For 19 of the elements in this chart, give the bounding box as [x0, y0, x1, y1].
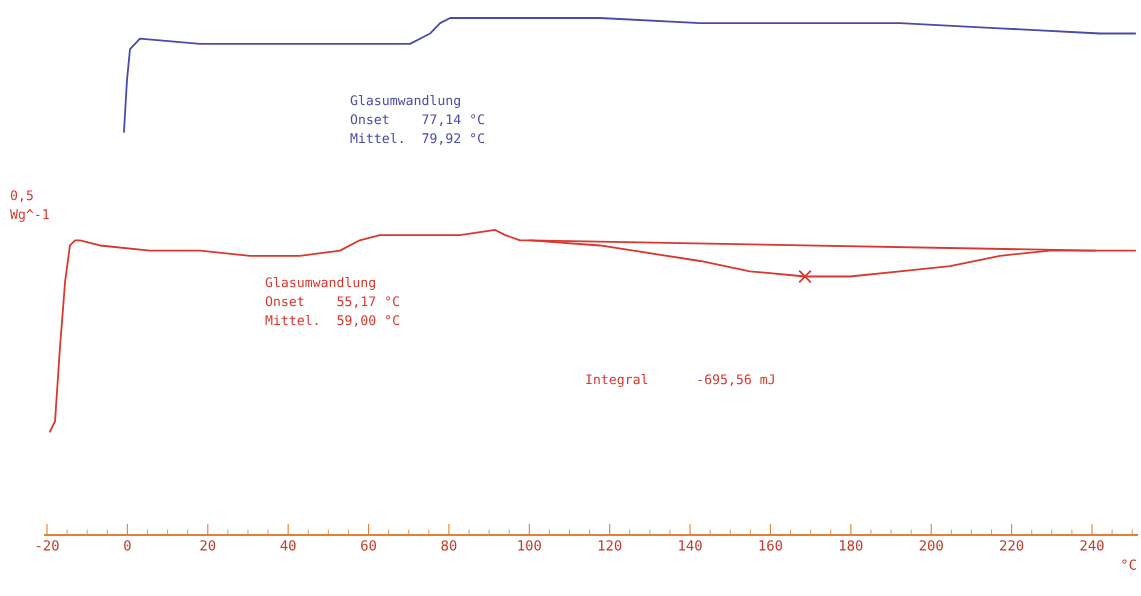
annotation: Integral -695,56 mJ [586, 374, 774, 387]
x-tick-label: 60 [361, 540, 376, 551]
x-tick-label: 160 [759, 540, 783, 551]
x-axis-title: °C [1122, 559, 1136, 570]
annotation: Glasumwandlung Onset 77,14 °C Mittel. 79,92 °C [350, 95, 485, 145]
x-tick-label: 120 [598, 540, 622, 551]
x-tick-label: 100 [518, 540, 541, 551]
x-tick-label: 40 [280, 540, 296, 551]
annotation: Glasumwandlung Onset 55,17 °C Mittel. 59,00 °C [265, 277, 400, 327]
x-tick-label: 180 [839, 540, 863, 551]
x-tick-label: -20 [36, 540, 59, 551]
x-tick-label: 240 [1080, 540, 1104, 551]
annotation: 0,5 Wg^-1 [10, 190, 49, 222]
x-tick-label: 20 [200, 540, 216, 551]
x-tick-label: 220 [1000, 540, 1024, 551]
x-tick-label: 80 [441, 540, 457, 551]
x-tick-label: 200 [919, 540, 943, 551]
x-tick-label: 0 [124, 540, 131, 551]
x-tick-label: 140 [679, 540, 702, 551]
